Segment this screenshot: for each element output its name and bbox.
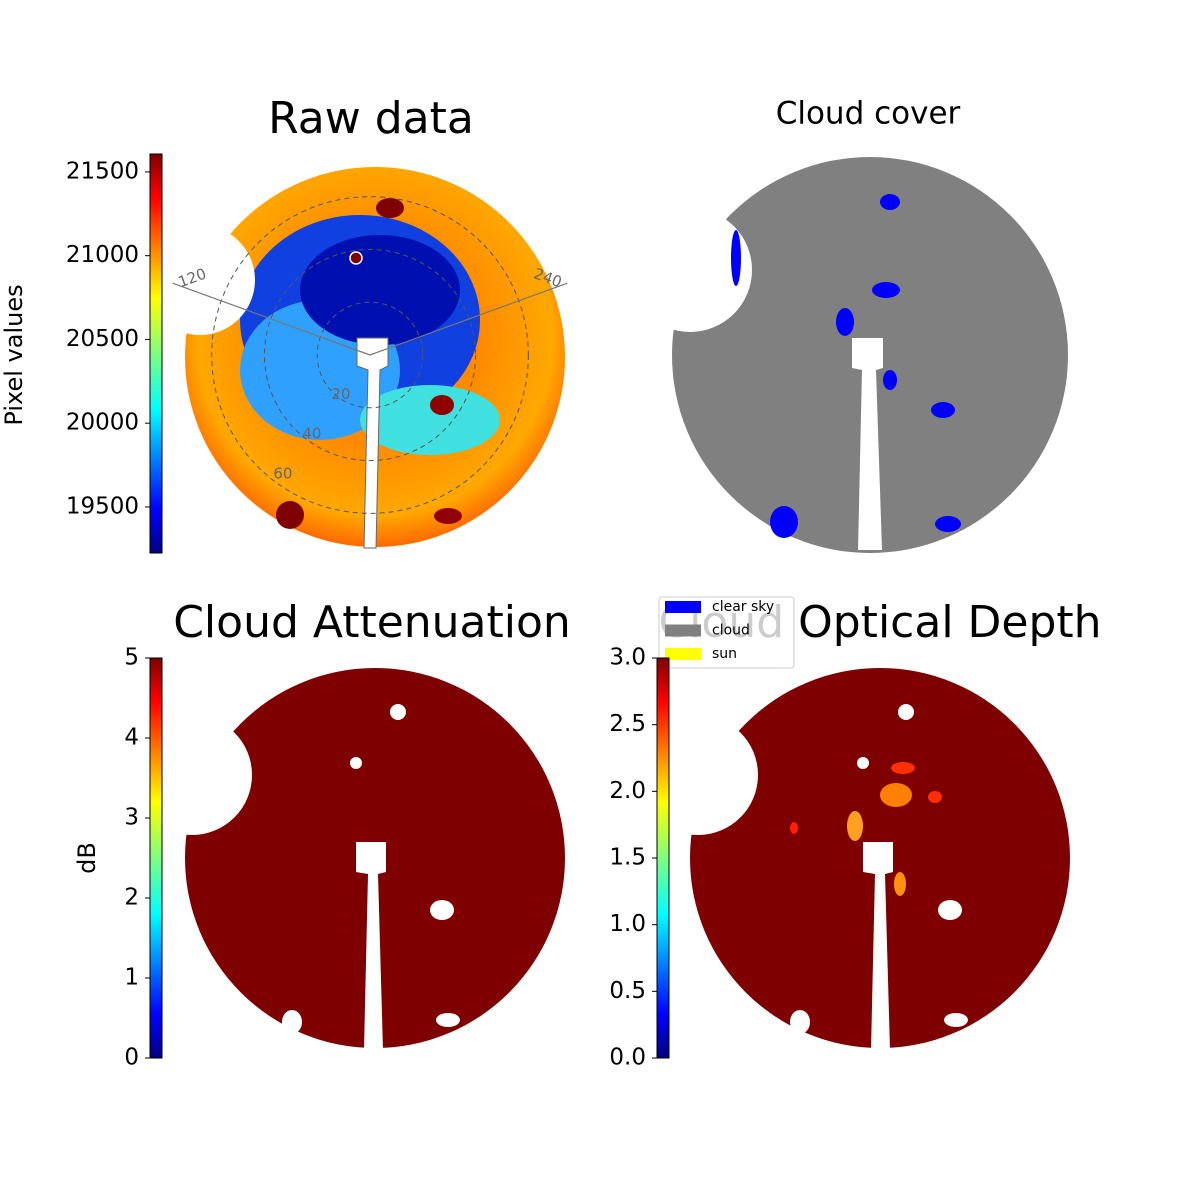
notch <box>638 715 758 835</box>
colorbar-tick-label: 2.0 <box>609 778 646 804</box>
mast <box>852 338 883 550</box>
legend-label: sun <box>712 646 737 662</box>
title: Cloud Attenuation <box>173 597 571 648</box>
mask <box>898 704 914 720</box>
legend-swatch <box>665 624 701 637</box>
colorbar-tick-label: 20500 <box>66 326 139 352</box>
polar-radius-label: 60 <box>273 464 292 482</box>
colorbar-tick-label: 0.5 <box>609 978 646 1004</box>
cloud-panel: Cloud cover <box>628 96 1068 553</box>
polar-grid-circle <box>263 248 477 462</box>
mask <box>790 1010 810 1034</box>
attenuation-panel: Cloud Attenuation dB <box>73 597 571 1050</box>
blob <box>872 282 900 298</box>
legend-label: clear sky <box>712 599 774 615</box>
colorbar-tick-label: 21500 <box>66 158 139 184</box>
blob <box>434 508 462 524</box>
mask <box>390 704 406 720</box>
blob <box>928 791 942 803</box>
mast <box>356 337 389 549</box>
colorbar-label: Pixel values <box>0 284 28 425</box>
colorbar-tick-label: 4 <box>124 725 139 751</box>
raw-panel: Raw data Pixel values <box>0 93 565 549</box>
legend-swatch <box>665 648 701 660</box>
mask <box>430 900 454 920</box>
notch <box>628 208 752 332</box>
title: Cloud cover <box>776 96 961 132</box>
polar-grid-circle <box>316 301 424 409</box>
blob <box>770 506 798 538</box>
colorbar <box>149 153 163 554</box>
colorbar-tick-label: 1.0 <box>609 911 646 937</box>
colorbar-tick-label: 3 <box>124 805 139 831</box>
mast <box>356 842 386 1050</box>
blob <box>836 308 854 336</box>
blob <box>790 822 798 834</box>
blob <box>880 783 912 807</box>
polar-spoke <box>369 282 568 356</box>
colorbar-tick-label: 2.5 <box>609 711 646 737</box>
sun-mask <box>857 757 869 769</box>
colorbar-tick-label: 1.5 <box>609 845 646 871</box>
polar-radius-label: 40 <box>302 425 321 443</box>
sun-mask <box>350 757 362 769</box>
title: Raw data <box>268 93 474 144</box>
mask <box>436 1013 460 1027</box>
polar-radius-label: 20 <box>331 385 350 403</box>
colorbar-tick-label: 5 <box>124 645 139 671</box>
blob <box>376 198 404 218</box>
colorbar <box>656 657 670 1059</box>
colorbar-tick-label: 0 <box>124 1045 139 1071</box>
colorbar <box>149 657 163 1059</box>
mask <box>938 900 962 920</box>
colorbar-tick-label: 19500 <box>66 493 139 519</box>
blob <box>891 762 915 774</box>
blob <box>731 230 741 286</box>
blob <box>931 402 955 418</box>
polar-spoke <box>172 282 371 356</box>
colorbar-tick-label: 0.0 <box>609 1045 646 1071</box>
mask <box>944 1013 968 1027</box>
blob <box>880 194 900 210</box>
legend-label: cloud <box>712 623 750 639</box>
legend-swatch <box>665 601 701 613</box>
colorbar-tick-label: 1 <box>124 965 139 991</box>
legend: clear sky cloud sun <box>658 596 795 669</box>
notch <box>145 225 255 335</box>
colorbar-tick-label: 3.0 <box>609 645 646 671</box>
blob <box>276 501 304 529</box>
blob <box>935 516 961 532</box>
blob <box>883 370 897 390</box>
sun <box>349 251 363 265</box>
blob <box>894 872 906 896</box>
blob <box>360 385 500 455</box>
colorbar-tick-label: 2 <box>124 885 139 911</box>
mask <box>282 1010 302 1034</box>
blob <box>847 811 863 841</box>
mast <box>863 842 893 1050</box>
polar-grid-circle <box>211 196 529 514</box>
colorbar-tick-label: 20000 <box>66 410 139 436</box>
colorbar-label: dB <box>73 842 101 874</box>
colorbar-tick-label: 21000 <box>66 242 139 268</box>
blob <box>430 395 454 415</box>
